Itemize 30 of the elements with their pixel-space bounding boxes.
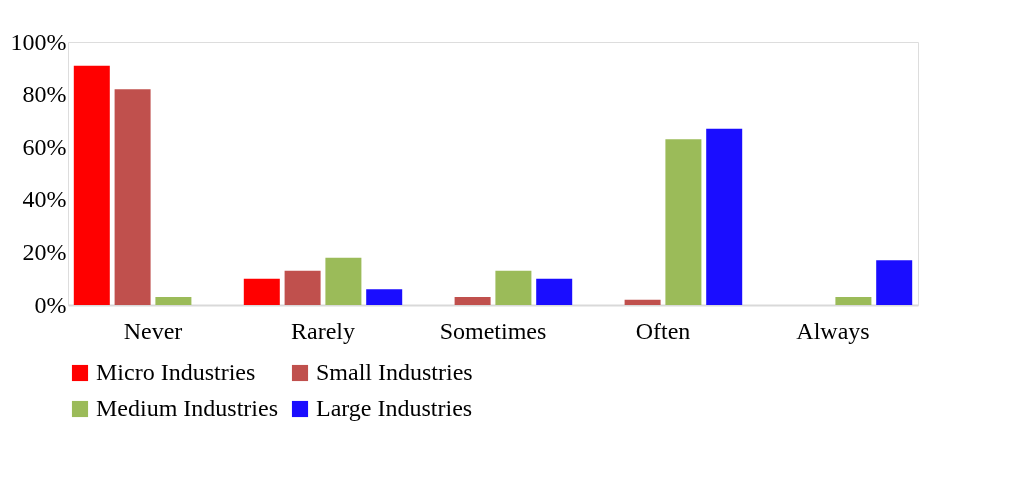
y-tick-label: 100% xyxy=(10,28,67,55)
y-tick-label: 60% xyxy=(22,133,67,160)
x-tick-label: Often xyxy=(635,317,691,344)
y-tick-label: 0% xyxy=(34,291,67,318)
bar xyxy=(835,297,872,305)
x-tick-label: Always xyxy=(796,317,870,344)
bar xyxy=(665,139,702,305)
y-tick-label: 20% xyxy=(22,238,67,265)
bar xyxy=(243,278,280,305)
y-tick-label: 40% xyxy=(22,186,67,213)
bar xyxy=(325,257,362,305)
bar xyxy=(706,128,743,305)
bar xyxy=(114,89,151,305)
bar xyxy=(536,278,573,305)
x-tick-label: Rarely xyxy=(291,317,355,344)
legend-label: Micro Industries xyxy=(96,359,256,385)
y-tick-label: 80% xyxy=(22,81,67,108)
x-tick-label: Sometimes xyxy=(439,317,547,344)
x-tick-label: Never xyxy=(123,317,183,344)
bar xyxy=(495,270,532,305)
legend-label: Medium Industries xyxy=(96,395,278,421)
legend-label: Small Industries xyxy=(316,359,473,385)
bar xyxy=(624,299,661,305)
bar xyxy=(366,289,403,305)
bar xyxy=(876,260,913,305)
bar xyxy=(155,297,192,305)
bar xyxy=(73,65,110,305)
bar xyxy=(454,297,491,305)
legend-label: Large Industries xyxy=(316,395,473,421)
bar xyxy=(284,270,321,305)
